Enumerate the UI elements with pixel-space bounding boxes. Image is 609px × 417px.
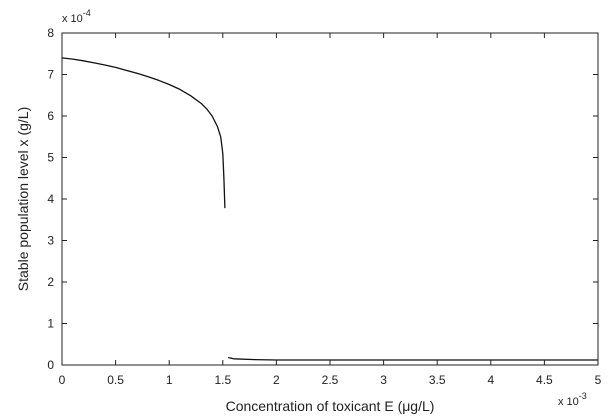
- y-multiplier-exp: -4: [83, 8, 91, 18]
- y-tick-label: 3: [47, 234, 54, 248]
- y-multiplier: x 10-4: [62, 8, 91, 25]
- x-tick-label: 4: [487, 373, 494, 387]
- y-axis-label: Stable population level x (g/L): [15, 107, 31, 291]
- x-multiplier: x 10-3: [558, 391, 587, 408]
- x-tick-label: 2.5: [322, 373, 339, 387]
- series-group: [61, 57, 598, 361]
- x-tick-label: 1: [166, 373, 173, 387]
- x-tick-label: 2: [273, 373, 280, 387]
- y-ticks: 0 1 2 3 4 5 6 7 8: [47, 26, 598, 372]
- y-tick-label: 0: [47, 358, 54, 372]
- y-tick-label: 2: [47, 275, 54, 289]
- x-ticks: 0 0.5 1 1.5 2 2.5 3 3.5 4 4.5 5: [59, 33, 602, 387]
- y-tick-label: 6: [47, 109, 54, 123]
- plot-area: 0 0.5 1 1.5 2 2.5 3 3.5 4 4.5 5 0 1 2 3 4 5 6 7 8: [47, 26, 601, 387]
- x-multiplier-exp: -3: [579, 391, 587, 401]
- x-axis-label: Concentration of toxicant E (μg/L): [226, 398, 435, 414]
- x-tick-label: 0: [59, 373, 66, 387]
- x-tick-label: 3.5: [429, 373, 446, 387]
- x-tick-label: 0.5: [107, 373, 124, 387]
- x-tick-label: 5: [595, 373, 602, 387]
- plot-frame: [61, 32, 599, 366]
- series-line-2: [228, 356, 598, 361]
- y-tick-label: 1: [47, 317, 54, 331]
- series-line-1: [61, 57, 226, 209]
- x-tick-label: 3: [380, 373, 387, 387]
- y-tick-label: 7: [47, 68, 54, 82]
- x-multiplier-base: x 10: [558, 396, 579, 408]
- x-tick-label: 4.5: [536, 373, 553, 387]
- y-tick-label: 8: [47, 26, 54, 40]
- y-tick-label: 5: [47, 151, 54, 165]
- y-multiplier-base: x 10: [62, 13, 83, 25]
- x-tick-label: 1.5: [214, 373, 231, 387]
- y-tick-label: 4: [47, 192, 54, 206]
